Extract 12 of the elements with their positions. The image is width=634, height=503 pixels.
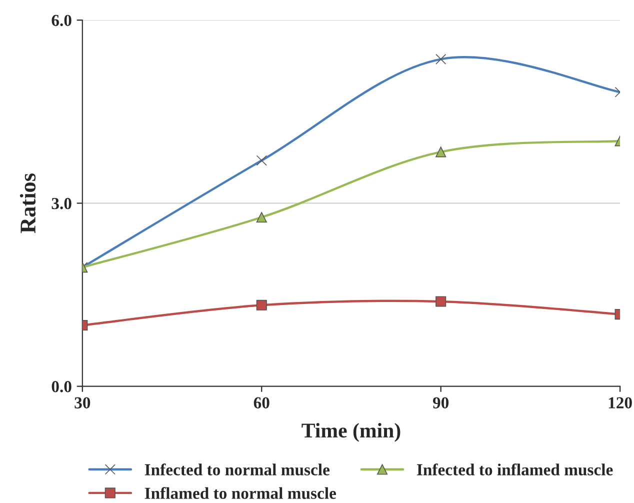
y-tick-label: 3.0 xyxy=(52,198,72,210)
x-tick-label: 90 xyxy=(432,397,449,408)
y-axis-title: Ratios xyxy=(20,174,36,234)
x-tick-label: 120 xyxy=(608,397,632,408)
y-tick-label: 0.0 xyxy=(52,381,72,392)
legend-label: Inflamed to normal muscle xyxy=(144,487,336,499)
x-axis-title: Time (min) xyxy=(302,422,400,442)
x-tick-label: 60 xyxy=(254,397,270,408)
legend-label: Infected to normal muscle xyxy=(144,463,330,476)
legend-label: Infected to inflamed muscle xyxy=(416,463,613,476)
x-tick-label: 30 xyxy=(74,397,90,408)
y-tick-label: 6.0 xyxy=(52,14,72,26)
